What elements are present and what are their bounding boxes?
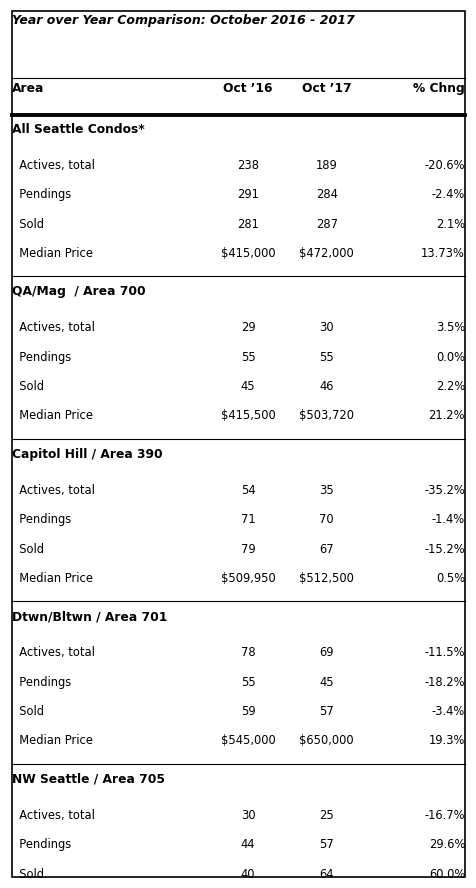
Text: Sold: Sold: [12, 868, 44, 881]
Text: Pendings: Pendings: [12, 513, 71, 527]
Text: Actives, total: Actives, total: [12, 484, 95, 497]
Text: 55: 55: [240, 351, 255, 364]
Text: Median Price: Median Price: [12, 572, 93, 585]
Text: $509,950: $509,950: [220, 572, 275, 585]
Text: -2.4%: -2.4%: [431, 188, 464, 202]
Text: 57: 57: [319, 705, 333, 718]
Text: 29: 29: [240, 321, 255, 335]
Text: Sold: Sold: [12, 218, 44, 231]
Text: 55: 55: [319, 351, 333, 364]
Text: Pendings: Pendings: [12, 188, 71, 202]
Text: Dtwn/Bltwn / Area 701: Dtwn/Bltwn / Area 701: [12, 610, 167, 623]
Text: Median Price: Median Price: [12, 409, 93, 423]
Text: Oct ’16: Oct ’16: [223, 82, 272, 95]
Text: 44: 44: [240, 838, 255, 852]
Text: 284: 284: [315, 188, 337, 202]
Text: 281: 281: [237, 218, 258, 231]
Text: Sold: Sold: [12, 705, 44, 718]
Text: 45: 45: [240, 380, 255, 393]
Text: Actives, total: Actives, total: [12, 159, 95, 172]
Text: 29.6%: 29.6%: [428, 838, 464, 852]
Text: -35.2%: -35.2%: [424, 484, 464, 497]
Text: 238: 238: [237, 159, 258, 172]
Text: 25: 25: [319, 809, 333, 822]
Text: 21.2%: 21.2%: [427, 409, 464, 423]
Text: -3.4%: -3.4%: [431, 705, 464, 718]
Text: -11.5%: -11.5%: [424, 646, 464, 660]
Text: 30: 30: [319, 321, 333, 335]
Text: -15.2%: -15.2%: [424, 543, 464, 556]
Text: -1.4%: -1.4%: [431, 513, 464, 527]
Text: QA/Mag  / Area 700: QA/Mag / Area 700: [12, 285, 145, 298]
Text: 30: 30: [240, 809, 255, 822]
Text: Pendings: Pendings: [12, 838, 71, 852]
Text: 35: 35: [319, 484, 333, 497]
Text: % Chng: % Chng: [413, 82, 464, 95]
Text: 60.0%: 60.0%: [428, 868, 464, 881]
Text: 19.3%: 19.3%: [428, 734, 464, 748]
Text: Sold: Sold: [12, 380, 44, 393]
Text: Median Price: Median Price: [12, 247, 93, 260]
Text: -16.7%: -16.7%: [424, 809, 464, 822]
Text: 291: 291: [237, 188, 258, 202]
Text: $472,000: $472,000: [299, 247, 353, 260]
Text: NW Seattle / Area 705: NW Seattle / Area 705: [12, 773, 165, 786]
Text: $650,000: $650,000: [299, 734, 353, 748]
Text: Actives, total: Actives, total: [12, 809, 95, 822]
Text: Pendings: Pendings: [12, 351, 71, 364]
Text: $415,000: $415,000: [220, 247, 275, 260]
Text: 2.2%: 2.2%: [435, 380, 464, 393]
Text: 71: 71: [240, 513, 255, 527]
Text: 0.0%: 0.0%: [435, 351, 464, 364]
Text: 55: 55: [240, 676, 255, 689]
Text: All Seattle Condos*: All Seattle Condos*: [12, 123, 144, 136]
Text: Oct ’17: Oct ’17: [301, 82, 351, 95]
Text: Actives, total: Actives, total: [12, 646, 95, 660]
Text: 78: 78: [240, 646, 255, 660]
Text: 79: 79: [240, 543, 255, 556]
Text: 59: 59: [240, 705, 255, 718]
Text: Pendings: Pendings: [12, 676, 71, 689]
Text: 2.1%: 2.1%: [435, 218, 464, 231]
Text: $545,000: $545,000: [220, 734, 275, 748]
Text: Actives, total: Actives, total: [12, 321, 95, 335]
Text: 189: 189: [315, 159, 337, 172]
Text: Year over Year Comparison: October 2016 - 2017: Year over Year Comparison: October 2016 …: [12, 14, 354, 28]
Text: Capitol Hill / Area 390: Capitol Hill / Area 390: [12, 448, 162, 461]
Text: 13.73%: 13.73%: [420, 247, 464, 260]
Text: $512,500: $512,500: [298, 572, 354, 585]
Text: 40: 40: [240, 868, 255, 881]
Text: $415,500: $415,500: [220, 409, 275, 423]
Text: 69: 69: [319, 646, 333, 660]
Text: Area: Area: [12, 82, 44, 95]
Text: 67: 67: [319, 543, 333, 556]
Text: 54: 54: [240, 484, 255, 497]
Text: 70: 70: [319, 513, 333, 527]
Text: $503,720: $503,720: [298, 409, 354, 423]
Text: 57: 57: [319, 838, 333, 852]
Text: Median Price: Median Price: [12, 734, 93, 748]
Text: 46: 46: [319, 380, 333, 393]
Text: Sold: Sold: [12, 543, 44, 556]
Text: 3.5%: 3.5%: [435, 321, 464, 335]
Text: 0.5%: 0.5%: [435, 572, 464, 585]
Text: 45: 45: [319, 676, 333, 689]
Text: -20.6%: -20.6%: [424, 159, 464, 172]
Text: 64: 64: [319, 868, 333, 881]
Text: 287: 287: [315, 218, 337, 231]
Text: -18.2%: -18.2%: [424, 676, 464, 689]
